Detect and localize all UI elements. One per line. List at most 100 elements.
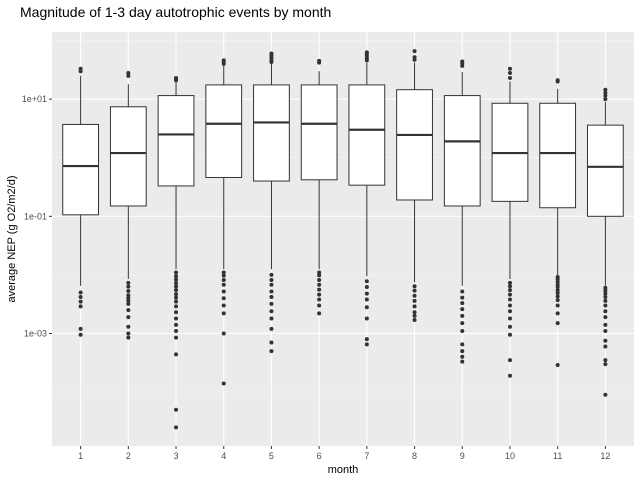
outlier-point xyxy=(555,291,560,296)
outlier-point xyxy=(364,279,369,284)
outlier-point xyxy=(174,316,179,321)
outlier-point xyxy=(603,294,608,299)
box-month-3 xyxy=(157,75,195,430)
outlier-point xyxy=(507,358,512,363)
outlier-point xyxy=(269,301,274,306)
outlier-point xyxy=(412,310,417,315)
outlier-point xyxy=(507,316,512,321)
outlier-point xyxy=(78,66,83,71)
box-month-9 xyxy=(443,59,481,364)
y-tick-label: 1e-01 xyxy=(24,211,47,221)
outlier-point xyxy=(78,304,83,309)
outlier-point xyxy=(269,272,274,277)
outlier-point xyxy=(555,282,560,287)
outlier-point xyxy=(174,270,179,275)
outlier-point xyxy=(507,297,512,302)
outlier-point xyxy=(221,270,226,275)
outlier-point xyxy=(174,335,179,340)
outlier-point xyxy=(317,292,322,297)
outlier-point xyxy=(364,50,369,55)
box-iqr xyxy=(539,102,577,209)
y-axis: 1e-03 1e-01 1e+01 xyxy=(22,94,52,338)
outlier-point xyxy=(507,292,512,297)
box-series xyxy=(62,49,624,430)
outlier-point xyxy=(364,342,369,347)
outlier-point xyxy=(412,304,417,309)
outlier-point xyxy=(126,280,131,285)
outlier-point xyxy=(174,407,179,412)
outlier-point xyxy=(317,270,322,275)
x-tick-label: 8 xyxy=(412,451,417,461)
box-iqr xyxy=(205,84,243,178)
outlier-point xyxy=(364,285,369,290)
x-tick-label: 6 xyxy=(317,451,322,461)
box-month-12 xyxy=(586,87,624,397)
outlier-point xyxy=(555,303,560,308)
outlier-point xyxy=(174,75,179,80)
outlier-point xyxy=(603,291,608,296)
outlier-point xyxy=(221,58,226,63)
box-month-7 xyxy=(348,50,386,347)
x-tick-label: 1 xyxy=(78,451,83,461)
outlier-point xyxy=(174,329,179,334)
x-axis-title: month xyxy=(328,464,359,476)
outlier-point xyxy=(555,78,560,83)
outlier-point xyxy=(507,280,512,285)
outlier-point xyxy=(603,344,608,349)
outlier-point xyxy=(126,324,131,329)
outlier-point xyxy=(507,284,512,289)
outlier-point xyxy=(412,313,417,318)
outlier-point xyxy=(174,284,179,289)
outlier-point xyxy=(460,349,465,354)
box-iqr xyxy=(109,106,147,207)
outlier-point xyxy=(126,284,131,289)
outlier-point xyxy=(412,49,417,54)
outlier-point xyxy=(174,322,179,327)
outlier-point xyxy=(269,349,274,354)
outlier-point xyxy=(603,298,608,303)
box-iqr xyxy=(586,124,624,217)
outlier-point xyxy=(78,332,83,337)
outlier-point xyxy=(269,326,274,331)
outlier-point xyxy=(555,298,560,303)
outlier-point xyxy=(460,59,465,64)
outlier-point xyxy=(317,273,322,278)
chart-title: Magnitude of 1-3 day autotrophic events … xyxy=(20,4,331,20)
outlier-point xyxy=(317,277,322,282)
box-iqr xyxy=(253,84,290,182)
outlier-point xyxy=(221,331,226,336)
outlier-point xyxy=(174,352,179,357)
outlier-point xyxy=(364,337,369,342)
x-tick-label: 12 xyxy=(600,451,610,461)
outlier-point xyxy=(174,425,179,430)
outlier-point xyxy=(174,292,179,297)
outlier-point xyxy=(174,310,179,315)
outlier-point xyxy=(269,340,274,345)
outlier-point xyxy=(221,296,226,301)
box-month-11 xyxy=(539,78,577,367)
outlier-point xyxy=(174,274,179,279)
outlier-point xyxy=(412,288,417,293)
outlier-point xyxy=(221,381,226,386)
outlier-point xyxy=(269,277,274,282)
outlier-point xyxy=(507,309,512,314)
outlier-point xyxy=(126,70,131,75)
outlier-point xyxy=(126,331,131,336)
box-iqr xyxy=(396,89,433,201)
outlier-point xyxy=(412,55,417,60)
y-axis-title: average NEP (g O2/m2/d) xyxy=(6,176,18,303)
x-tick-label: 3 xyxy=(174,451,179,461)
outlier-point xyxy=(126,293,131,298)
box-month-6 xyxy=(300,58,338,316)
outlier-point xyxy=(317,303,322,308)
outlier-point xyxy=(126,335,131,340)
box-month-8 xyxy=(396,49,433,322)
x-axis: 1 2 3 4 5 6 7 8 9 10 11 12 xyxy=(78,446,610,461)
outlier-point xyxy=(603,97,608,102)
outlier-point xyxy=(460,329,465,334)
outlier-point xyxy=(364,305,369,310)
box-iqr xyxy=(348,84,386,186)
outlier-point xyxy=(174,288,179,293)
outlier-point xyxy=(221,282,226,287)
